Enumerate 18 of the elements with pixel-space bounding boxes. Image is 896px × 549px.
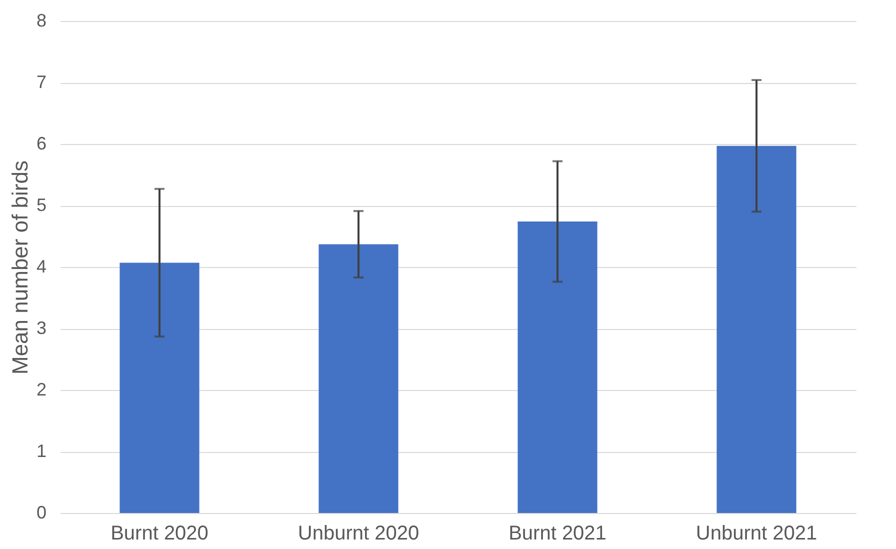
y-tick-label: 3 — [36, 318, 46, 338]
y-tick-label: 0 — [36, 502, 46, 522]
y-tick-label: 2 — [36, 380, 46, 400]
x-tick-label: Unburnt 2020 — [298, 522, 420, 544]
y-tick-label: 8 — [36, 10, 46, 30]
y-axis-title: Mean number of birds — [7, 160, 32, 374]
bar — [716, 146, 796, 513]
x-tick-label: Unburnt 2021 — [696, 522, 818, 544]
y-tick-label: 5 — [36, 195, 46, 215]
x-tick-label: Burnt 2021 — [508, 522, 606, 544]
bar — [318, 244, 398, 513]
y-tick-label: 4 — [36, 256, 46, 276]
y-tick-label: 1 — [36, 441, 46, 461]
bar — [120, 262, 200, 513]
bar — [518, 221, 598, 513]
x-tick-label: Burnt 2020 — [110, 522, 208, 544]
y-tick-label: 6 — [36, 134, 46, 154]
y-tick-label: 7 — [36, 72, 46, 92]
